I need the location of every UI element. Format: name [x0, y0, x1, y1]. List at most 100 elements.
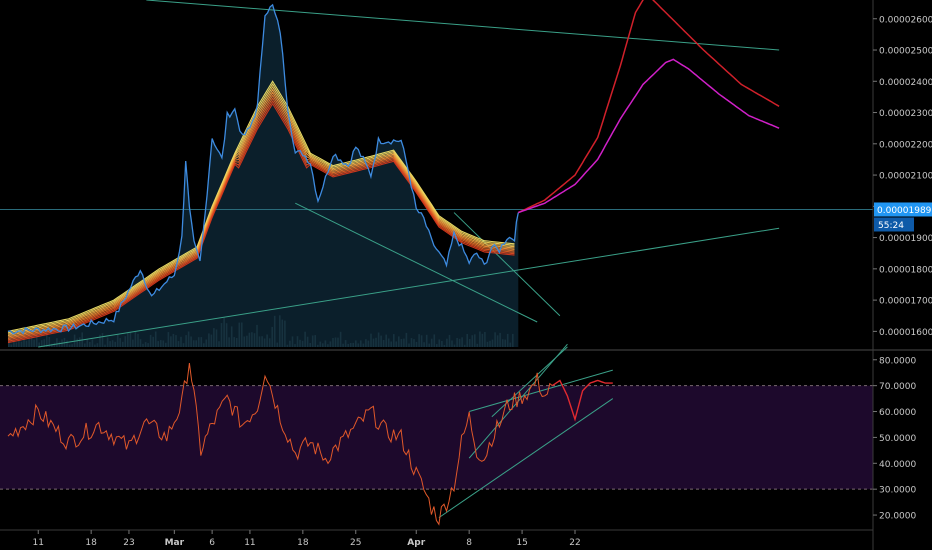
volume-bar	[355, 340, 357, 347]
volume-bar	[46, 332, 48, 347]
volume-bar	[116, 334, 119, 347]
volume-bar	[499, 332, 501, 347]
projection-red-line	[517, 0, 780, 214]
volume-bar	[124, 336, 127, 347]
volume-bar	[337, 337, 339, 347]
rsi-projection-line	[551, 379, 613, 422]
rsi-tick-label: 40.0000	[879, 460, 916, 470]
volume-bar	[281, 319, 284, 347]
moving-average-ribbon-line	[7, 102, 515, 344]
volume-bar	[294, 344, 296, 347]
volume-bar	[180, 336, 182, 347]
volume-bar	[456, 338, 458, 347]
volume-bar	[51, 343, 53, 347]
time-tick-label: 25	[350, 538, 361, 548]
volume-bar	[177, 341, 180, 347]
volume-bar	[317, 344, 319, 347]
volume-bar	[418, 334, 420, 347]
volume-bar	[170, 336, 172, 347]
volume-bar	[89, 341, 91, 347]
volume-bar	[367, 340, 370, 347]
volume-bar	[304, 331, 306, 347]
volume-bar	[484, 332, 486, 347]
volume-bar	[273, 315, 276, 347]
volume-bar	[400, 339, 403, 347]
volume-bar	[423, 342, 425, 347]
moving-average-ribbon-line	[7, 88, 515, 337]
volume-bar	[408, 343, 410, 347]
volume-bar	[76, 338, 78, 347]
volume-bar	[306, 336, 309, 347]
volume-bar	[352, 342, 354, 347]
rsi-tick-label: 70.0000	[879, 382, 916, 392]
rsi-trendline	[469, 369, 613, 413]
volume-bar	[509, 342, 512, 347]
volume-bar	[157, 341, 159, 347]
volume-bar	[309, 343, 311, 347]
volume-bar	[271, 326, 273, 347]
time-tick-label: 22	[569, 538, 580, 548]
volume-bar	[360, 340, 362, 347]
volume-bar	[111, 340, 114, 347]
volume-bar	[395, 341, 398, 347]
volume-bar	[489, 340, 491, 347]
volume-bar	[10, 344, 13, 347]
volume-bar	[84, 343, 86, 347]
volume-bar	[299, 339, 301, 347]
moving-average-ribbon-line	[7, 97, 515, 341]
rsi-trendline	[491, 346, 568, 418]
moving-average-ribbon-line	[7, 80, 515, 332]
volume-bar	[187, 331, 190, 347]
rsi-axis: 80.0000 70.0000 60.0000 50.0000 40.0000 30.00…	[873, 356, 916, 522]
countdown-label: 55:24	[878, 221, 904, 231]
volume-bar	[129, 331, 132, 347]
volume-bar	[208, 333, 210, 347]
volume-bar	[438, 339, 441, 347]
volume-bar	[241, 322, 243, 347]
time-tick-label: 18	[85, 538, 97, 548]
volume-bar	[276, 342, 279, 347]
volume-bar	[380, 335, 382, 347]
volume-bar	[349, 343, 352, 347]
volume-bar	[261, 336, 263, 347]
volume-bar	[382, 340, 385, 347]
volume-bar	[243, 336, 246, 347]
volume-bar	[286, 344, 289, 347]
volume-bar	[314, 335, 316, 347]
rsi-trendline	[438, 398, 614, 519]
volume-bar	[114, 341, 116, 347]
price-trendline	[146, 0, 780, 51]
rsi-tick-label: 50.0000	[879, 434, 916, 444]
volume-bar	[466, 334, 468, 347]
volume-bar	[13, 339, 15, 347]
volume-bar	[94, 344, 96, 347]
volume-bar	[420, 335, 423, 347]
volume-bar	[106, 337, 109, 347]
volume-bar	[463, 344, 466, 347]
price-trendline	[38, 227, 780, 348]
volume-bar	[362, 343, 365, 347]
volume-bar	[504, 339, 506, 347]
rsi-band	[0, 385, 873, 490]
volume-bar	[137, 333, 139, 347]
volume-bar	[43, 339, 46, 347]
volume-bar	[494, 332, 496, 347]
volume-bar	[48, 337, 51, 347]
moving-average-ribbon-line	[7, 94, 515, 339]
volume-bar	[230, 326, 233, 347]
volume-bar	[147, 343, 149, 347]
volume-bar	[342, 343, 344, 347]
volume-bar	[476, 343, 479, 347]
volume-bar	[486, 341, 489, 347]
rsi-tick-label: 20.0000	[879, 512, 916, 522]
rsi-tick-label: 80.0000	[879, 356, 916, 366]
volume-bar	[433, 334, 436, 347]
volume-bar	[365, 339, 367, 347]
volume-bar	[256, 324, 258, 347]
volume-bar	[253, 333, 256, 347]
